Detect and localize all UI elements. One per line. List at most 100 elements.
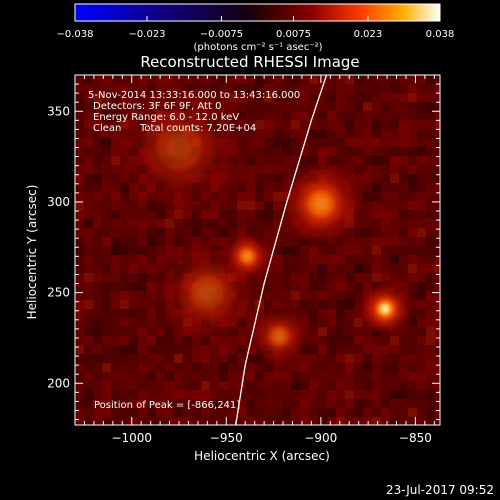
noise-cell [435,372,440,381]
noise-cell [246,138,255,147]
noise-cell [84,129,93,138]
noise-cell [246,300,255,309]
noise-cell [156,390,165,399]
noise-cell [327,138,336,147]
noise-cell [264,156,273,165]
noise-cell [201,84,210,93]
noise-cell [75,282,84,291]
noise-cell [399,381,408,390]
noise-cell [102,75,111,84]
noise-cell [192,399,201,408]
noise-cell [399,102,408,111]
noise-cell [426,300,435,309]
noise-cell [102,336,111,345]
noise-cell [309,282,318,291]
noise-cell [120,336,129,345]
noise-cell [318,156,327,165]
noise-cell [435,75,440,84]
noise-cell [192,390,201,399]
noise-cell [381,237,390,246]
noise-cell [327,417,336,425]
noise-cell [381,147,390,156]
noise-cell [156,246,165,255]
noise-cell [165,390,174,399]
noise-cell [426,75,435,84]
noise-cell [426,219,435,228]
noise-cell [417,291,426,300]
noise-cell [426,372,435,381]
noise-cell [426,246,435,255]
noise-cell [390,372,399,381]
noise-cell [138,219,147,228]
noise-cell [165,84,174,93]
noise-cell [147,345,156,354]
noise-cell [147,237,156,246]
noise-cell [102,219,111,228]
noise-cell [399,84,408,93]
noise-cell [201,201,210,210]
noise-cell [300,345,309,354]
noise-cell [165,219,174,228]
noise-cell [327,147,336,156]
noise-cell [363,219,372,228]
noise-cell [381,354,390,363]
noise-cell [435,237,440,246]
noise-cell [75,156,84,165]
noise-cell [426,84,435,93]
noise-cell [75,336,84,345]
noise-cell [426,228,435,237]
noise-cell [219,372,228,381]
noise-cell [75,192,84,201]
noise-cell [435,309,440,318]
noise-cell [273,165,282,174]
noise-cell [354,120,363,129]
noise-cell [273,264,282,273]
noise-cell [183,84,192,93]
noise-cell [309,273,318,282]
noise-cell [219,408,228,417]
noise-cell [183,381,192,390]
noise-cell [111,381,120,390]
noise-cell [345,246,354,255]
noise-cell [75,327,84,336]
noise-cell [201,390,210,399]
noise-cell [93,291,102,300]
noise-cell [228,192,237,201]
noise-cell [408,156,417,165]
y-axis-label: Heliocentric Y (arcsec) [25,185,39,320]
noise-cell [282,291,291,300]
noise-cell [93,183,102,192]
noise-cell [318,345,327,354]
noise-cell [273,417,282,425]
noise-cell [93,381,102,390]
noise-cell [93,336,102,345]
noise-cell [102,300,111,309]
noise-cell [129,219,138,228]
noise-cell [426,390,435,399]
noise-cell [345,75,354,84]
noise-cell [363,255,372,264]
noise-cell [300,120,309,129]
noise-cell [336,390,345,399]
noise-cell [111,273,120,282]
noise-cell [174,219,183,228]
noise-cell [408,174,417,183]
noise-cell [408,111,417,120]
noise-cell [291,228,300,237]
noise-cell [84,309,93,318]
noise-cell [273,372,282,381]
noise-cell [435,300,440,309]
noise-cell [381,228,390,237]
noise-cell [363,156,372,165]
noise-cell [228,336,237,345]
noise-cell [336,354,345,363]
noise-cell [84,111,93,120]
noise-cell [435,183,440,192]
noise-cell [120,291,129,300]
noise-cell [111,183,120,192]
noise-cell [255,165,264,174]
noise-cell [390,93,399,102]
noise-cell [228,372,237,381]
noise-cell [417,300,426,309]
noise-cell [201,336,210,345]
